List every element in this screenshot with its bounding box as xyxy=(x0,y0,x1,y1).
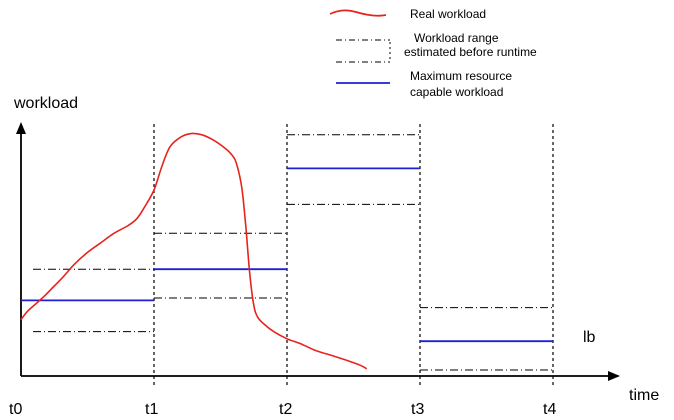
time-label-t4: t4 xyxy=(543,401,556,418)
legend-label-range-line1: Workload range xyxy=(414,31,499,45)
workload-range-bands xyxy=(33,134,553,371)
time-label-t1: t1 xyxy=(145,401,158,418)
real-workload-curve xyxy=(20,132,368,370)
capacity-lines xyxy=(21,167,553,343)
legend-item-workload-range: Workload range estimated before runtime xyxy=(336,31,537,63)
legend-label-capacity-line2: capable workload xyxy=(410,85,503,99)
legend-label-range-line2: estimated before runtime xyxy=(404,45,537,59)
legend-label-capacity-line1: Maximum resource xyxy=(410,69,512,83)
time-marker-lines xyxy=(153,124,554,388)
legend-label-real-workload: Real workload xyxy=(410,7,486,21)
x-axis-label: time xyxy=(629,387,659,404)
time-label-t0: t0 xyxy=(9,401,22,418)
legend: Real workload Workload range estimated b… xyxy=(329,7,537,99)
lb-annotation: lb xyxy=(583,329,596,346)
legend-item-real-workload: Real workload xyxy=(329,7,486,21)
time-label-t2: t2 xyxy=(279,401,292,418)
y-axis-label: workload xyxy=(13,95,78,112)
time-label-t3: t3 xyxy=(411,401,424,418)
legend-item-capacity: Maximum resource capable workload xyxy=(336,69,512,99)
legend-swatch-real-workload xyxy=(329,9,387,17)
